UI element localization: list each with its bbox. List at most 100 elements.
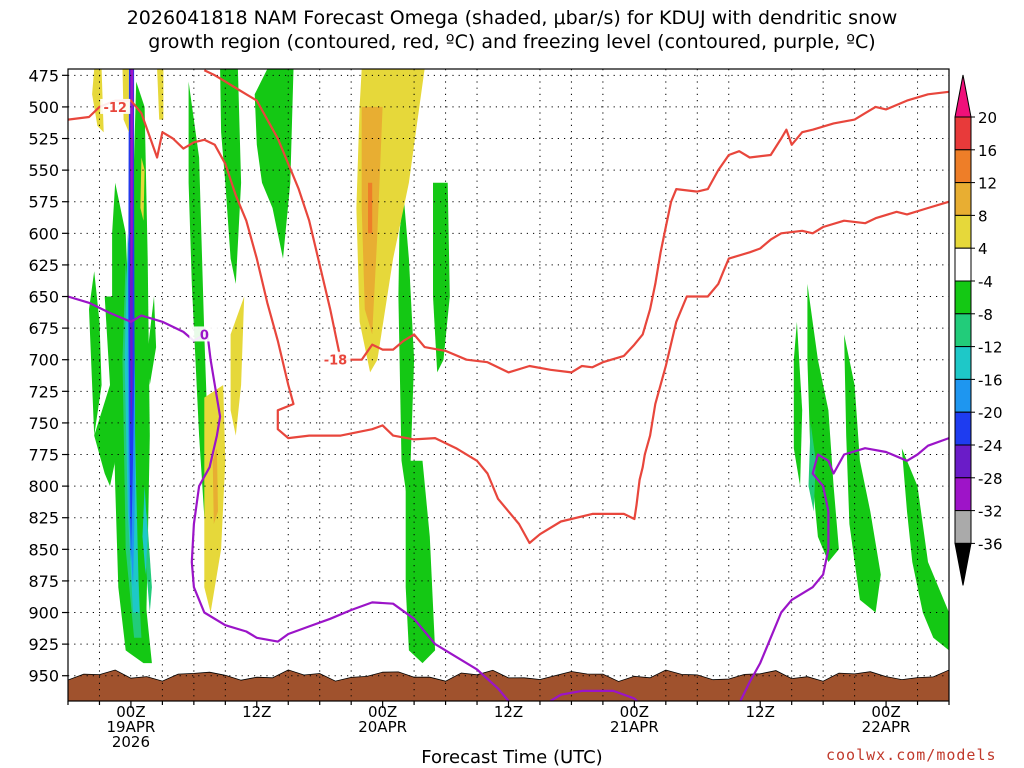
dgz-contour-line-1 — [203, 69, 949, 374]
colorbar-segment — [954, 411, 972, 446]
colorbar-label: -12 — [978, 339, 1003, 357]
omega-region-12 — [793, 321, 803, 487]
omega-region-19 — [142, 486, 148, 575]
terrain-below-ground — [68, 669, 949, 701]
y-tick-label: 625 — [28, 256, 59, 275]
omega-region-17 — [808, 422, 816, 512]
colorbar-label: -20 — [978, 404, 1003, 422]
x-tick-label: 00Z — [871, 703, 900, 721]
y-tick-label: 925 — [28, 635, 59, 654]
x-tick-label: 00Z — [620, 703, 649, 721]
omega-region-13 — [844, 334, 881, 613]
y-tick-label: 775 — [28, 446, 59, 465]
y-tick-label: 475 — [28, 66, 59, 85]
x-tick-label: 00Z — [368, 703, 397, 721]
omega-region-8 — [398, 195, 415, 512]
x-tick-label: 12Z — [242, 703, 271, 721]
colorbar-label: -28 — [978, 470, 1003, 488]
colorbar-label: -8 — [978, 306, 993, 324]
colorbar-label: -36 — [978, 535, 1003, 553]
omega-region-9 — [433, 182, 450, 373]
x-tick-label: 20APR — [358, 718, 407, 736]
colorbar-segment — [954, 346, 972, 380]
colorbar-segment — [954, 378, 972, 413]
omega-region-1 — [89, 271, 102, 436]
y-tick-label: 850 — [28, 540, 59, 559]
x-tick-label: 12Z — [494, 703, 523, 721]
colorbar-bottom-arrow — [954, 542, 972, 586]
omega-region-14 — [901, 448, 949, 651]
x-axis-label: Forecast Time (UTC) — [421, 747, 603, 768]
colorbar-label: -32 — [978, 503, 1003, 521]
y-tick-label: 500 — [28, 98, 59, 117]
temperature-contours: -12 -18 0 — [68, 69, 949, 701]
colorbar-top-arrow — [954, 74, 972, 118]
title-line-2: growth region (contoured, red, ºC) and f… — [148, 31, 876, 53]
x-tick-label: 21APR — [610, 718, 659, 736]
y-tick-label: 700 — [28, 351, 59, 370]
y-tick-label: 725 — [28, 382, 59, 401]
title-line-1: 2026041818 NAM Forecast Omega (shaded, μ… — [126, 7, 898, 29]
y-tick-label: 950 — [28, 667, 59, 686]
x-tick-label: 2026 — [112, 733, 150, 751]
y-tick-label: 575 — [28, 193, 59, 212]
dgz-contour-label: -18 — [324, 354, 348, 369]
omega-shading — [89, 69, 949, 664]
omega-region-10 — [405, 460, 436, 664]
colorbar-segment — [954, 444, 972, 479]
x-tick-label: 22APR — [862, 718, 911, 736]
y-tick-label: 675 — [28, 319, 59, 338]
dgz-contour-label: -12 — [103, 101, 127, 116]
y-tick-label: 550 — [28, 161, 59, 180]
omega-region-30 — [230, 296, 245, 436]
x-tick-label: 12Z — [746, 703, 775, 721]
colorbar-segment — [954, 149, 972, 184]
colorbar-segment — [954, 214, 972, 249]
y-tick-label: 600 — [28, 224, 59, 243]
colorbar-label: 20 — [978, 109, 997, 127]
colorbar-segment — [954, 313, 972, 348]
omega-region-32 — [212, 448, 218, 524]
dgz-contour-label-bg — [100, 98, 131, 114]
y-tick-label: 900 — [28, 604, 59, 623]
y-tick-label: 525 — [28, 130, 59, 149]
y-tick-label: 875 — [28, 572, 59, 591]
omega-colorbar: 20 16 12 8 4 -4 -8 -12 -16 -20 -24 -28 -32 -36 — [954, 74, 1003, 586]
omega-region-33 — [368, 182, 373, 234]
freezing-contour-label-bg — [189, 326, 220, 342]
y-tick-label: 750 — [28, 414, 59, 433]
colorbar-label: 12 — [978, 175, 997, 193]
colorbar-label: 8 — [978, 207, 988, 225]
omega-region-27 — [140, 157, 145, 221]
pressure-axis: 475 500 525 550 575 600 625 650 675 700 725 750 775 8… — [28, 66, 68, 686]
terrain-band — [68, 669, 949, 701]
freezing-contour-label: 0 — [200, 328, 209, 343]
y-tick-label: 800 — [28, 477, 59, 496]
colorbar-label: 4 — [978, 240, 988, 258]
dgz-contour-label-bg — [320, 351, 351, 367]
colorbar-segment — [954, 247, 972, 282]
colorbar-segment — [954, 182, 972, 216]
plot-grid — [67, 69, 950, 701]
y-tick-label: 825 — [28, 509, 59, 528]
chart-title: 2026041818 NAM Forecast Omega (shaded, μ… — [0, 6, 1024, 54]
colorbar-segment — [954, 510, 972, 544]
x-tick-label: 19APR — [107, 718, 156, 736]
freezing-contour-line-0 — [68, 295, 510, 701]
freezing-contour-line-2 — [739, 437, 949, 701]
dgz-contour-line-0 — [68, 99, 949, 545]
colorbar-label: -16 — [978, 371, 1003, 389]
colorbar-segment — [954, 116, 972, 151]
source-credit: coolwx.com/models — [826, 746, 997, 764]
omega-region-24 — [92, 69, 104, 133]
colorbar-segment — [954, 280, 972, 315]
colorbar-label: -4 — [978, 273, 993, 291]
x-tick-label: 00Z — [116, 703, 145, 721]
freezing-contour-line-1 — [549, 689, 639, 701]
colorbar-label: 16 — [978, 142, 997, 160]
colorbar-label: -24 — [978, 437, 1003, 455]
colorbar-segment — [954, 477, 972, 512]
omega-region-23 — [130, 69, 133, 284]
